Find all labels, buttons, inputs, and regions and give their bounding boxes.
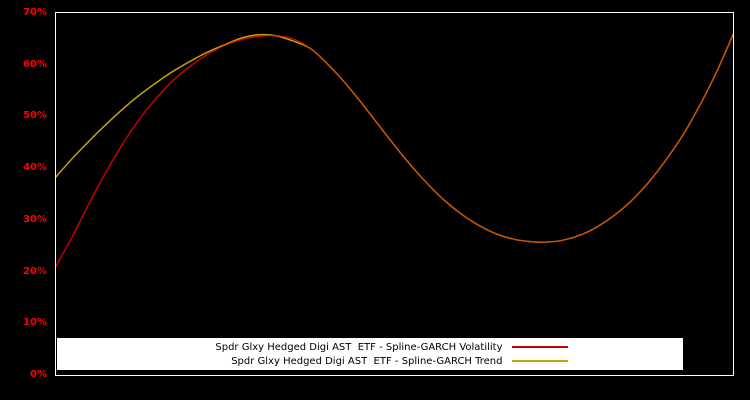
trend-line-overlay (56, 33, 733, 243)
y-tick-label: 30% (23, 213, 47, 225)
legend-line-trend (511, 360, 568, 362)
plot-area: Spdr Glxy Hedged Digi AST ETF - Spline-G… (55, 12, 734, 376)
y-tick-label: 10% (23, 317, 47, 329)
legend-item-volatility: Spdr Glxy Hedged Digi AST ETF - Spline-G… (57, 340, 683, 354)
trend-line (56, 33, 733, 243)
y-axis: 0% 10% 20% 30% 40% 50% 60% 70% (0, 7, 51, 380)
legend-line-volatility (511, 346, 568, 348)
y-tick-label: 0% (30, 369, 47, 380)
legend-label-trend: Spdr Glxy Hedged Digi AST ETF - Spline-G… (231, 355, 503, 367)
legend: Spdr Glxy Hedged Digi AST ETF - Spline-G… (57, 338, 683, 370)
chart-canvas (56, 33, 733, 268)
legend-item-trend: Spdr Glxy Hedged Digi AST ETF - Spline-G… (57, 354, 683, 368)
y-tick-label: 70% (23, 7, 47, 18)
y-tick-label: 40% (23, 162, 47, 174)
y-tick-label: 50% (23, 110, 47, 122)
legend-label-volatility: Spdr Glxy Hedged Digi AST ETF - Spline-G… (215, 341, 503, 353)
y-tick-label: 20% (23, 265, 47, 277)
y-tick-label: 60% (23, 58, 47, 70)
volatility-line (56, 34, 733, 268)
